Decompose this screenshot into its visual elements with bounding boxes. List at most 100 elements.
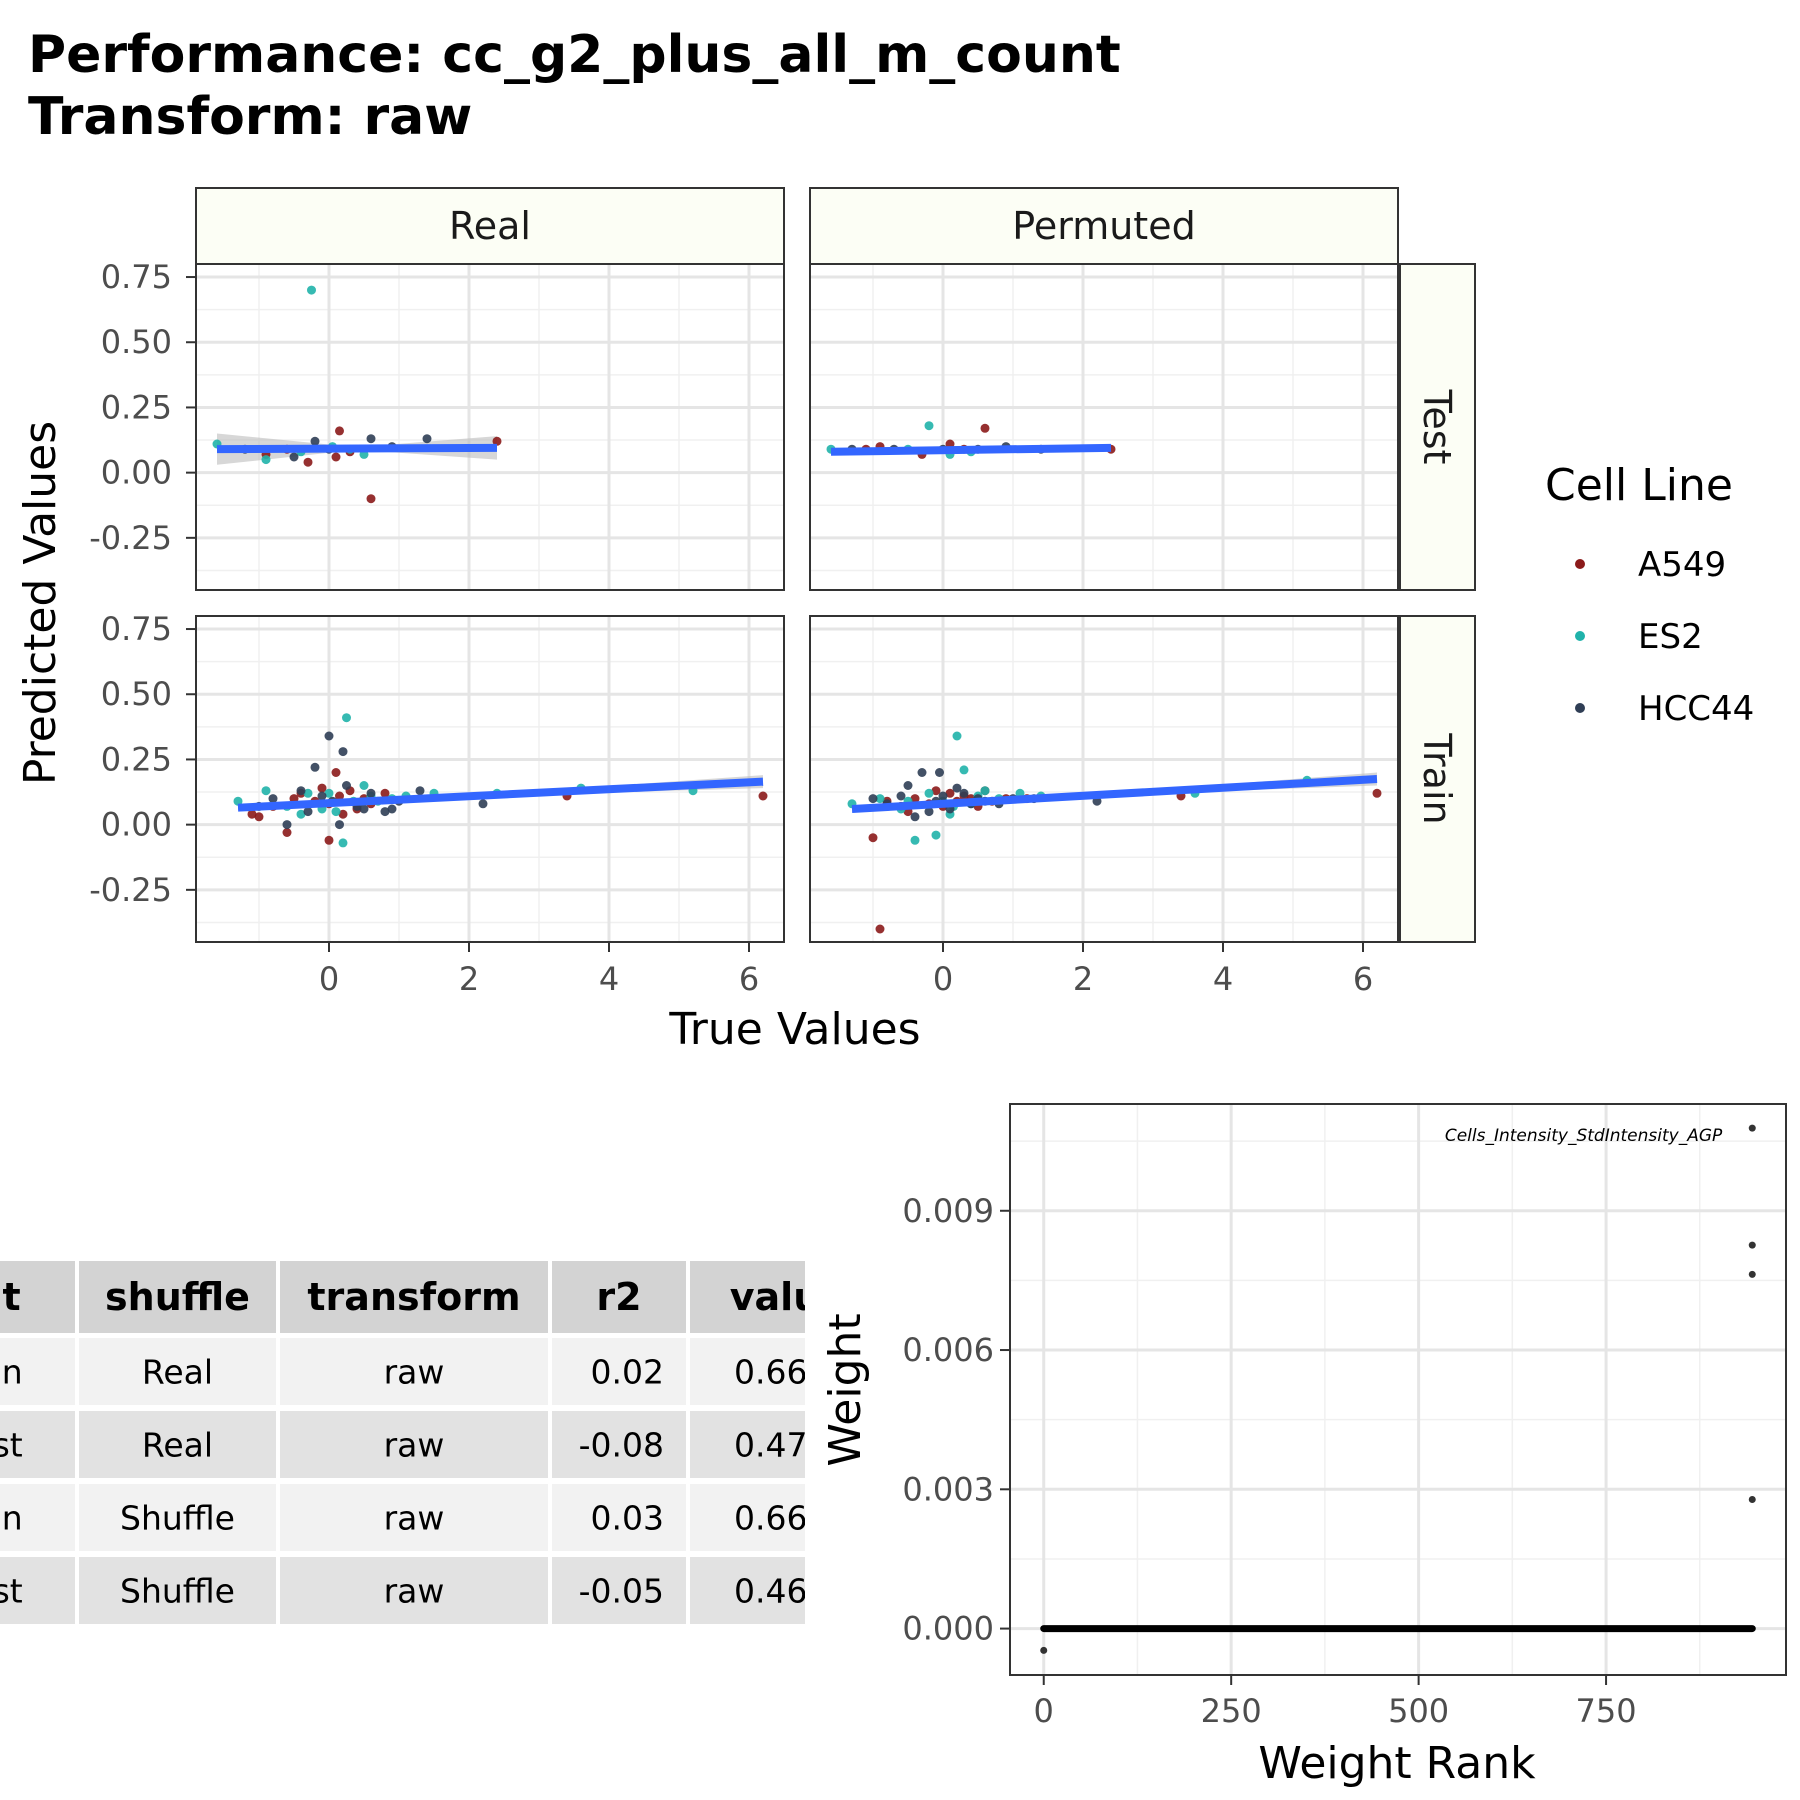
facet-panels <box>195 263 1399 943</box>
table-cell: raw <box>384 1572 445 1611</box>
x-tick-label: 4 <box>599 960 619 998</box>
strip-label-test: Test <box>1415 389 1459 465</box>
data-point-es2 <box>875 794 885 804</box>
strip-permuted <box>809 187 1399 265</box>
table-cell-bg <box>690 1484 805 1551</box>
figure-title-line1: Performance: cc_g2_plus_all_m_count <box>28 25 1121 85</box>
table-header-valu: valu <box>730 1275 821 1319</box>
data-point-hcc44 <box>289 452 299 462</box>
y-tick-label: -0.25 <box>89 871 172 909</box>
weight-point <box>1748 1496 1756 1504</box>
table-cell-bg <box>79 1338 276 1405</box>
x-tick-label: 6 <box>1353 960 1373 998</box>
weight-panel-border <box>1009 1103 1787 1676</box>
table-header-cell <box>280 1261 548 1333</box>
table-cell-bg <box>79 1411 276 1478</box>
panel-real-test <box>195 263 785 591</box>
data-point-hcc44 <box>387 804 397 814</box>
x-tick-label: 2 <box>1073 960 1093 998</box>
data-point-a549 <box>875 924 885 934</box>
data-point-es2 <box>331 807 341 817</box>
x-tick-label: 2 <box>459 960 479 998</box>
results-table: fit shuffle transform r2 valu ain Real raw 0.02 0… <box>0 1261 821 1624</box>
table-cell-bg <box>280 1411 548 1478</box>
table-header-cell <box>690 1261 805 1333</box>
weight-x-tick-label: 500 <box>1388 1692 1449 1730</box>
data-point-hcc44 <box>335 820 344 830</box>
weight-panel-background <box>1010 1104 1786 1675</box>
fit-line <box>237 777 764 812</box>
data-point-a549 <box>317 783 327 793</box>
data-point-hcc44 <box>917 768 927 777</box>
table-header-cell <box>0 1261 75 1333</box>
table-cell-bg <box>280 1484 548 1551</box>
data-point-es2 <box>324 788 334 798</box>
table-cell-bg <box>0 1411 75 1478</box>
strip-real <box>195 187 785 265</box>
data-point-es2 <box>952 731 962 741</box>
table-cell-bg <box>552 1557 686 1624</box>
data-point-hcc44 <box>303 807 313 817</box>
legend-label-a549: A549 <box>1638 545 1726 585</box>
table-cell: 0.46 <box>734 1572 807 1611</box>
data-point-es2 <box>261 786 271 796</box>
weight-y-tick-label: 0.003 <box>902 1470 994 1508</box>
panel-background <box>196 264 784 590</box>
data-point-a549 <box>247 809 257 819</box>
table-cell-bg <box>552 1338 686 1405</box>
x-tick-label: 0 <box>933 960 953 998</box>
figure-title-line2: Transform: raw <box>28 87 472 147</box>
data-point-es2 <box>931 830 941 840</box>
data-point-a549 <box>282 828 292 837</box>
table-cell: raw <box>384 1499 445 1538</box>
y-axis-title: Predicted Values <box>15 421 66 785</box>
table-cell-bg <box>690 1338 805 1405</box>
table-header-cell <box>79 1261 276 1333</box>
data-point-hcc44 <box>910 812 920 822</box>
strip-train <box>1399 615 1476 943</box>
weight-y-axis-title: Weight <box>820 1313 871 1466</box>
table-header-r2: r2 <box>596 1275 641 1319</box>
data-point-hcc44 <box>868 794 878 804</box>
weight-x-axis-title: Weight Rank <box>1258 1738 1536 1789</box>
legend: Cell Line A549 ES2 HCC44 <box>1545 460 1754 729</box>
data-point-a549 <box>338 809 348 819</box>
data-point-a549 <box>945 788 955 798</box>
table-cell: Shuffle <box>120 1499 235 1538</box>
table-cell: raw <box>384 1426 445 1465</box>
panel-background <box>810 264 1398 590</box>
data-point-hcc44 <box>366 434 376 444</box>
data-point-es2 <box>296 809 306 819</box>
table-cell-bg <box>690 1411 805 1478</box>
legend-key-hcc44 <box>1575 703 1585 713</box>
table-cell-bg <box>79 1557 276 1624</box>
data-point-hcc44 <box>380 807 390 817</box>
strip-label-permuted: Permuted <box>1012 204 1195 248</box>
data-point-hcc44 <box>310 762 320 772</box>
data-point-a549 <box>492 436 502 446</box>
facet-axes: 0.75 0.50 0.25 0.00 -0.25 0.75 0.50 0.25 0.00 -0.… <box>89 258 1373 998</box>
weight-point <box>1748 1270 1756 1278</box>
table-cell: 0.02 <box>591 1353 664 1392</box>
table-cell-bg <box>280 1557 548 1624</box>
data-point-a549 <box>380 788 390 798</box>
panel-border <box>809 615 1399 943</box>
table-cell: -0.05 <box>579 1572 664 1611</box>
table-cell: est <box>0 1572 23 1611</box>
fit-line <box>851 775 1378 813</box>
data-point-hcc44 <box>478 799 488 809</box>
facet-scatter-chart: Real Permuted Test Train 0.75 0.50 0.25 0.00 -0… <box>15 187 1754 1055</box>
data-point-hcc44 <box>317 791 327 801</box>
y-tick-label: 0.25 <box>101 740 172 778</box>
x-tick-label: 0 <box>319 960 339 998</box>
table-cell: Real <box>142 1426 213 1465</box>
table-body: fit shuffle transform r2 valu ain Real raw 0.02 0… <box>0 1261 821 1624</box>
data-point-a549 <box>980 423 990 433</box>
data-point-a549 <box>254 812 264 822</box>
data-point-a549 <box>335 426 344 436</box>
table-header-cell <box>552 1261 686 1333</box>
legend-title: Cell Line <box>1545 460 1733 511</box>
weight-y-tick-label: 0.000 <box>902 1610 994 1648</box>
data-point-a549 <box>303 457 313 467</box>
